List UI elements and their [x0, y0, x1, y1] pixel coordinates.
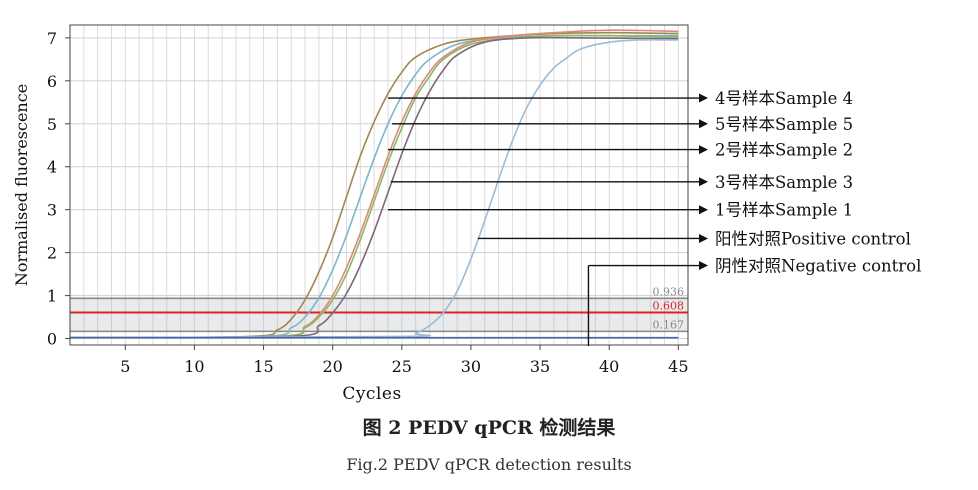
y-tick-label: 5: [47, 115, 57, 134]
annotation-arrowhead: [699, 93, 708, 103]
x-tick-label: 40: [599, 357, 619, 376]
y-tick-label: 6: [47, 72, 57, 91]
x-tick-label: 20: [323, 357, 343, 376]
annotation-arrowhead: [699, 261, 708, 271]
annotation-label: 3号样本Sample 3: [715, 173, 853, 192]
threshold-label: 0.936: [653, 285, 685, 298]
x-tick-label: 45: [668, 357, 688, 376]
annotation-arrowhead: [699, 119, 708, 129]
series-line-6: [69, 39, 679, 339]
axes: 5 10 15 20 25 30 35 40 4501234567CyclesNormalise…: [12, 24, 689, 404]
x-axis-label: Cycles: [342, 384, 401, 404]
threshold-band-area: [70, 298, 688, 332]
annotation-arrowhead: [699, 233, 708, 243]
series-line-5: [69, 36, 679, 339]
annotation-arrowhead: [699, 177, 708, 187]
annotation-label: 1号样本Sample 1: [715, 201, 853, 220]
y-tick-label: 2: [47, 244, 57, 263]
series-lines: [69, 29, 679, 339]
series-line-3: [69, 29, 679, 339]
y-tick-label: 1: [47, 287, 57, 306]
x-tick-label: 10: [184, 357, 204, 376]
y-tick-label: 4: [47, 158, 57, 177]
x-tick-label: 30: [461, 357, 481, 376]
annotation-label: 阳性对照Positive control: [715, 229, 911, 248]
y-tick-label: 0: [47, 330, 57, 349]
y-tick-label: 3: [47, 201, 57, 220]
annotation-label: 4号样本Sample 4: [715, 89, 853, 108]
figure-caption-english: Fig.2 PEDV qPCR detection results: [346, 455, 632, 474]
x-tick-label: 35: [530, 357, 550, 376]
annotation-arrowhead: [699, 205, 708, 215]
y-axis-label: Normalised fluorescence: [12, 84, 31, 286]
annotation-label: 5号样本Sample 5: [715, 115, 853, 134]
plot-area: [70, 25, 688, 345]
threshold-label: 0.608: [653, 299, 685, 312]
annotation-arrowhead: [699, 145, 708, 155]
y-tick-label: 7: [47, 29, 57, 48]
annotation-label: 2号样本Sample 2: [715, 141, 853, 160]
annotation-label: 阴性对照Negative control: [715, 257, 921, 276]
threshold-label: 0.167: [653, 318, 685, 331]
figure-caption-chinese: 图 2 PEDV qPCR 检测结果: [362, 417, 616, 439]
x-tick-label: 5: [120, 357, 130, 376]
x-tick-label: 25: [392, 357, 412, 376]
x-tick-label: 15: [253, 357, 273, 376]
plot-frame: [69, 24, 689, 346]
series-annotations: 4号样本Sample 4 5号样本Sample 5 2号样本Sample 2 3号样本…: [387, 89, 921, 346]
grid-lines: [69, 25, 688, 345]
